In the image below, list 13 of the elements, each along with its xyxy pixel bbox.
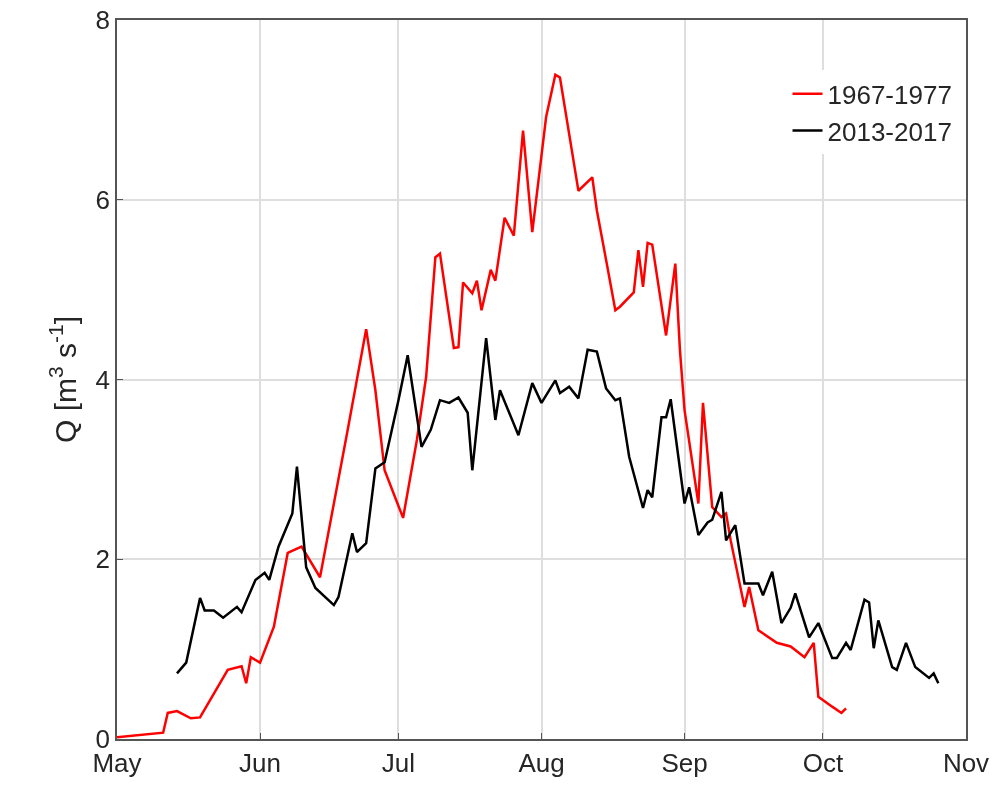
x-tick-label: Oct [802,747,844,778]
line-series [175,336,940,685]
y-tick-label: 6 [95,184,111,215]
x-tick-label: Jul [381,747,416,778]
legend-label: 1967-1977 [827,79,952,110]
legend-label: 2013-2017 [827,116,952,147]
y-tick-label: 8 [95,5,111,36]
y-tick-label: 2 [95,544,111,575]
x-tick-label: Aug [518,747,565,778]
x-tick-label: Jun [239,747,281,778]
x-tick-label: Nov [942,747,990,778]
y-tick-label: 4 [95,364,111,395]
x-tick-label: Sep [661,747,708,778]
